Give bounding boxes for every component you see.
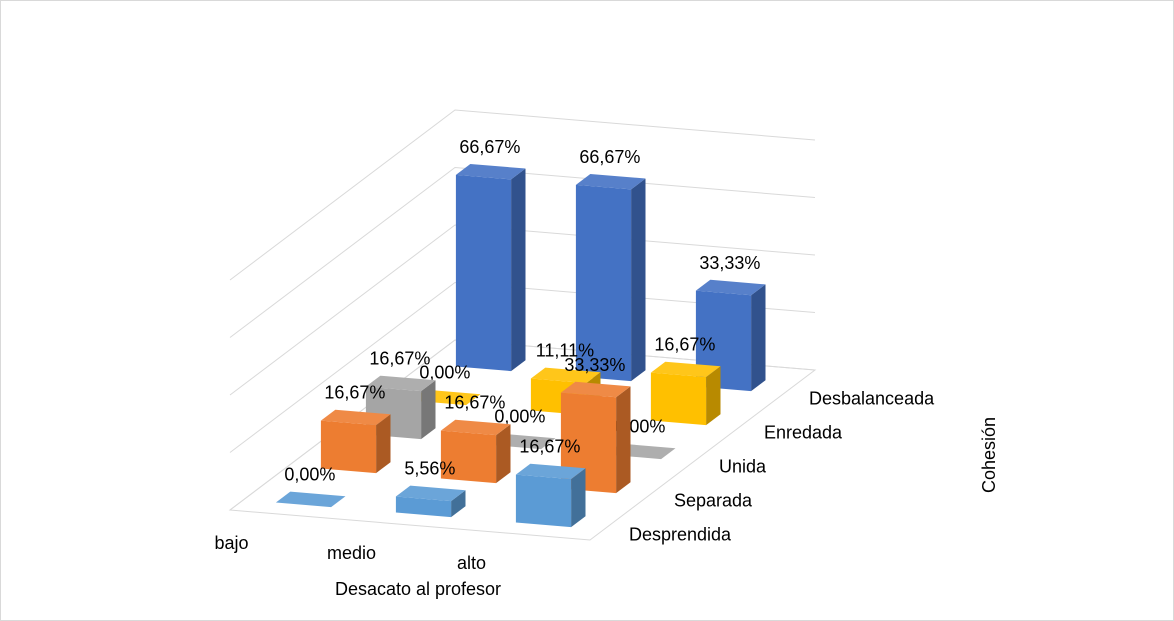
bar-side: [571, 468, 586, 528]
bar-side: [631, 178, 646, 382]
bar-side: [421, 380, 436, 440]
z-tick-label: Desbalanceada: [809, 388, 935, 408]
data-label: 0,00%: [419, 363, 470, 383]
data-label: 16,67%: [654, 335, 715, 355]
bar-front: [455, 174, 512, 372]
x-tick-label: alto: [457, 553, 486, 573]
bar-top: [650, 361, 721, 378]
data-label: 66,67%: [459, 137, 520, 157]
bar-top: [560, 381, 631, 398]
data-label: 33,33%: [564, 355, 625, 375]
bar-side: [706, 366, 721, 426]
x-axis-title: Desacato al profesor: [335, 579, 501, 599]
z-tick-label: Unida: [719, 456, 767, 476]
x-tick-label: medio: [327, 543, 376, 563]
bar-top: [395, 485, 466, 502]
bar-top: [320, 409, 391, 426]
data-label: 5,56%: [404, 459, 455, 479]
data-label: 33,33%: [699, 253, 760, 273]
bar-front: [650, 372, 707, 426]
bar-top: [530, 367, 601, 384]
bar-top: [440, 419, 511, 436]
data-label: 16,67%: [519, 437, 580, 457]
grid-line: [229, 166, 816, 338]
bar-side: [616, 386, 631, 494]
bar-front: [440, 430, 497, 484]
z-tick-label: Enredada: [764, 422, 843, 442]
bar-front: [515, 474, 572, 528]
data-label: 0,00%: [494, 407, 545, 427]
data-label: 11,11%: [536, 341, 594, 361]
bar-top: [275, 491, 346, 508]
data-label: 0,00%: [284, 465, 335, 485]
data-label: 66,67%: [579, 147, 640, 167]
bar-top: [515, 463, 586, 480]
bar-top: [695, 279, 766, 296]
bar-side: [451, 490, 466, 518]
grid-line: [229, 281, 816, 453]
bar-side: [376, 414, 391, 474]
data-label: 16,67%: [369, 349, 430, 369]
bar-front: [395, 496, 452, 518]
bar-side: [511, 168, 526, 372]
bar-front: [575, 184, 632, 382]
bar-top: [575, 173, 646, 190]
grid-line: [229, 109, 816, 281]
bar-side: [751, 284, 766, 392]
bar-top: [365, 375, 436, 392]
bar-side: [496, 424, 511, 484]
bar-front: [320, 420, 377, 474]
grid-line: [229, 224, 816, 396]
z-tick-label: Separada: [674, 490, 753, 510]
z-axis-title: Cohesión: [979, 417, 999, 493]
z-tick-label: Desprendida: [629, 524, 732, 544]
bar-top: [455, 163, 526, 180]
data-label: 16,67%: [324, 383, 385, 403]
data-label: 16,67%: [444, 393, 505, 413]
x-tick-label: bajo: [214, 533, 248, 553]
